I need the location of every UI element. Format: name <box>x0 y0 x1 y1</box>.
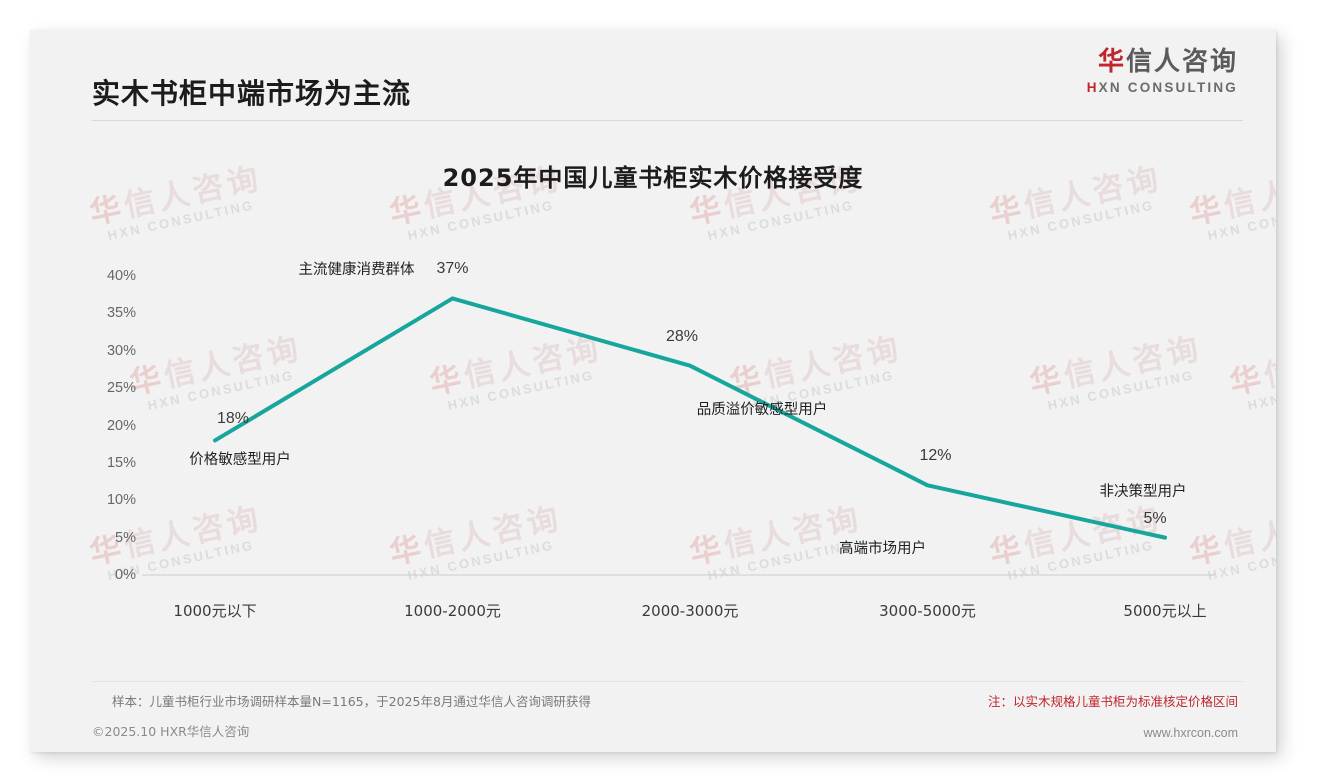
y-axis-tick: 20% <box>106 417 136 434</box>
logo-cn-highlight: 华 <box>1097 47 1126 77</box>
data-value-label: 18% <box>216 410 250 428</box>
chart-svg <box>142 296 1215 576</box>
point-annotation: 价格敏感型用户 <box>189 452 291 469</box>
series-line <box>213 296 1167 540</box>
y-axis-tick: 5% <box>115 529 136 546</box>
y-axis-tick: 10% <box>106 492 136 509</box>
website-url: www.hxrcon.com <box>1143 726 1238 740</box>
slide-header: 实木书柜中端市场为主流 华信人咨询 HXN CONSULTING <box>30 30 1276 122</box>
y-axis-tick: 40% <box>106 268 136 284</box>
header-divider <box>92 120 1243 121</box>
chart-title: 2025年中国儿童书柜实木价格接受度 <box>442 164 864 192</box>
y-axis-tick: 30% <box>106 342 136 359</box>
point-annotation: 品质溢价敏感型用户 <box>696 401 828 418</box>
x-axis-tick: 3000-5000元 <box>879 602 976 620</box>
y-axis-tick: 15% <box>106 454 136 471</box>
logo-cn-rest: 信人咨询 <box>1125 47 1238 77</box>
copyright-text: ©2025.10 HXR华信人咨询 <box>92 724 250 739</box>
x-axis-tick: 5000元以上 <box>1123 602 1207 620</box>
data-value-label: 5% <box>1143 509 1167 527</box>
data-value-label: 12% <box>919 447 952 465</box>
company-logo: 华信人咨询 HXN CONSULTING <box>1087 48 1238 95</box>
logo-chinese: 华信人咨询 <box>1087 48 1238 77</box>
x-axis-tick: 2000-3000元 <box>641 602 739 620</box>
point-annotation: 非决策型用户 <box>1099 483 1187 500</box>
logo-en-highlight: H <box>1086 79 1099 95</box>
chart-series-group <box>213 296 1167 540</box>
x-axis-tick: 1000元以下 <box>173 602 257 620</box>
line-chart: 40% 35% 30% 25% 20% 15% 10% 5% 0% 1000元以下 1000-20… <box>30 30 1276 752</box>
slide-card: 华信人咨询 HXN CONSULTING 华信人咨询 HXN CONSULTING 华信… <box>30 30 1276 752</box>
point-annotation: 主流健康消费群体 <box>298 262 415 279</box>
methodology-note: 注：以实木规格儿童书柜为标准核定价格区间 <box>987 694 1238 709</box>
footer-divider <box>92 681 1243 682</box>
y-axis-tick: 0% <box>115 567 136 583</box>
data-value-label: 28% <box>665 327 699 345</box>
y-axis-tick: 35% <box>106 305 136 322</box>
point-annotation: 高端市场用户 <box>839 541 926 558</box>
x-axis-tick: 1000-2000元 <box>404 602 501 620</box>
page-title: 实木书柜中端市场为主流 <box>92 77 412 110</box>
logo-en-rest: XN CONSULTING <box>1098 79 1238 95</box>
y-axis-tick: 25% <box>106 380 136 397</box>
logo-english: HXN CONSULTING <box>1087 80 1238 95</box>
sample-note: 样本：儿童书柜行业市场调研样本量N=1165，于2025年8月通过华信人咨询调研… <box>112 694 591 709</box>
data-value-label: 37% <box>436 260 469 278</box>
